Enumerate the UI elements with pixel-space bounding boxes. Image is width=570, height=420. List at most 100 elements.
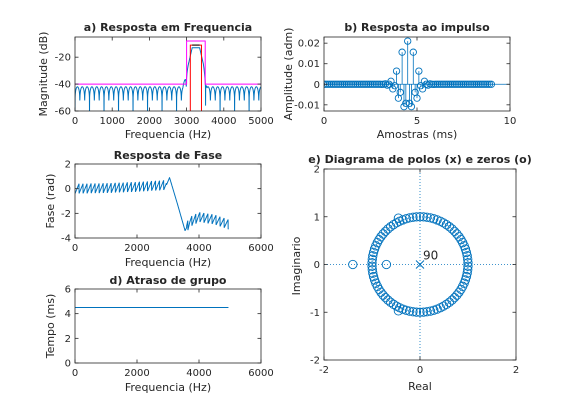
zero-marker <box>411 212 422 222</box>
impulse-point <box>472 80 481 88</box>
pole-zero-title: e) Diagrama de polos (x) e zeros (o) <box>308 153 531 166</box>
zero-marker <box>368 251 378 261</box>
freq-ytick-label: -60 <box>55 107 71 118</box>
impulse-point <box>435 80 443 88</box>
delay-ytick-label: 4 <box>65 309 71 320</box>
pz-ytick-label: 2 <box>314 165 320 176</box>
zero-marker <box>408 212 418 222</box>
delay-xtick-label: 0 <box>72 368 78 379</box>
zero-marker <box>378 290 388 300</box>
group-delay-xlabel: Frequencia (Hz) <box>125 381 211 394</box>
zero-marker <box>461 271 472 282</box>
freq-xtick-label: 0 <box>72 116 78 127</box>
impulse-point <box>342 80 350 88</box>
pole-zero-ylabel: Imaginario <box>290 236 303 295</box>
impulse-point <box>392 67 401 75</box>
impulse-response-chart: b) Resposta ao impulso Amostras (ms) Amp… <box>282 21 516 141</box>
impulse-point <box>456 80 464 88</box>
pz-ytick-label: -2 <box>310 356 320 367</box>
impulse-point <box>415 67 423 75</box>
impulse-point <box>461 80 470 88</box>
impulse-point <box>361 80 369 88</box>
zero-marker <box>415 212 425 222</box>
freq-axes-box <box>74 36 262 112</box>
impulse-point <box>450 80 458 88</box>
impulse-response-ylabel: Amplitude (adm) <box>282 28 295 121</box>
zero-marker <box>348 259 358 270</box>
imp-xtick-label: 10 <box>504 116 517 127</box>
zero-marker <box>463 258 473 268</box>
frequency-response-chart: a) Resposta em Frequencia Frequencia (Hz… <box>37 21 274 141</box>
phase-axes-box <box>74 163 262 239</box>
impulse-point <box>387 77 395 85</box>
zero-marker <box>368 268 378 278</box>
phase-xtick-label: 0 <box>72 243 78 254</box>
delay-ytick-label: 2 <box>65 334 71 345</box>
impulse-point <box>487 80 496 88</box>
zero-marker <box>418 307 429 317</box>
pz-ytick-label: 0 <box>314 260 320 271</box>
impulse-point <box>370 80 378 88</box>
impulse-point <box>476 80 484 88</box>
impulse-point <box>459 80 468 88</box>
frequency-response-xlabel: Frequencia (Hz) <box>125 128 211 141</box>
phase-response-xlabel: Frequencia (Hz) <box>125 256 211 269</box>
zero-marker <box>367 258 377 268</box>
impulse-point <box>454 80 462 88</box>
zero-marker <box>456 284 466 295</box>
zero-marker <box>404 213 415 223</box>
impulse-point <box>340 80 349 88</box>
zero-marker <box>368 247 379 258</box>
impulse-point <box>404 37 412 45</box>
zero-marker <box>462 268 472 278</box>
delay-ytick-label: 6 <box>65 285 71 296</box>
freq-xtick-label: 2000 <box>137 116 162 127</box>
imp-ytick-label: -0.01 <box>294 100 320 111</box>
impulse-point <box>402 99 410 107</box>
imp-ytick-label: 0.01 <box>298 59 320 70</box>
delay-xtick-label: 6000 <box>248 368 273 379</box>
zero-marker <box>444 297 454 307</box>
impulse-point <box>324 80 330 88</box>
imp-xtick-label: 5 <box>414 116 420 127</box>
impulse-point <box>346 80 354 88</box>
impulse-point <box>364 80 373 88</box>
phase-response-line <box>75 176 229 232</box>
impulse-point <box>407 102 416 111</box>
pz-ytick-label: 1 <box>314 212 320 223</box>
pz-xtick-label: -2 <box>319 365 329 376</box>
zero-marker <box>386 222 396 232</box>
imp-ytick-label: 0.02 <box>298 39 320 50</box>
impulse-point <box>482 80 490 88</box>
pz-ytick-label: -1 <box>310 308 320 319</box>
impulse-point <box>418 85 427 93</box>
pz-xtick-label: 2 <box>513 365 519 376</box>
pole-zero-xlabel: Real <box>408 380 432 393</box>
zero-marker <box>425 306 436 316</box>
impulse-point <box>452 80 460 88</box>
impulse-point <box>335 80 343 88</box>
zero-marker <box>411 307 422 317</box>
impulse-point <box>457 80 466 88</box>
zero-marker <box>447 295 457 305</box>
impulse-point <box>363 80 371 88</box>
impulse-point <box>446 80 455 88</box>
zero-marker <box>418 212 429 222</box>
delay-ytick-label: 0 <box>65 359 71 370</box>
impulse-point <box>350 80 358 88</box>
zero-marker <box>462 251 472 261</box>
impulse-point <box>465 80 473 88</box>
impulse-point <box>338 80 347 88</box>
impulse-point <box>443 80 451 88</box>
zero-marker <box>449 226 460 237</box>
phase-response-chart: Resposta de Fase Frequencia (Hz) Fase (r… <box>44 149 274 269</box>
impulse-point <box>329 80 337 88</box>
impulse-point <box>359 80 367 88</box>
impulse-point <box>484 80 492 88</box>
impulse-point <box>433 80 442 88</box>
zero-marker <box>425 213 436 223</box>
impulse-point <box>344 80 352 88</box>
imp-xtick-label: 0 <box>321 116 327 127</box>
freq-ytick-label: -40 <box>55 80 71 91</box>
